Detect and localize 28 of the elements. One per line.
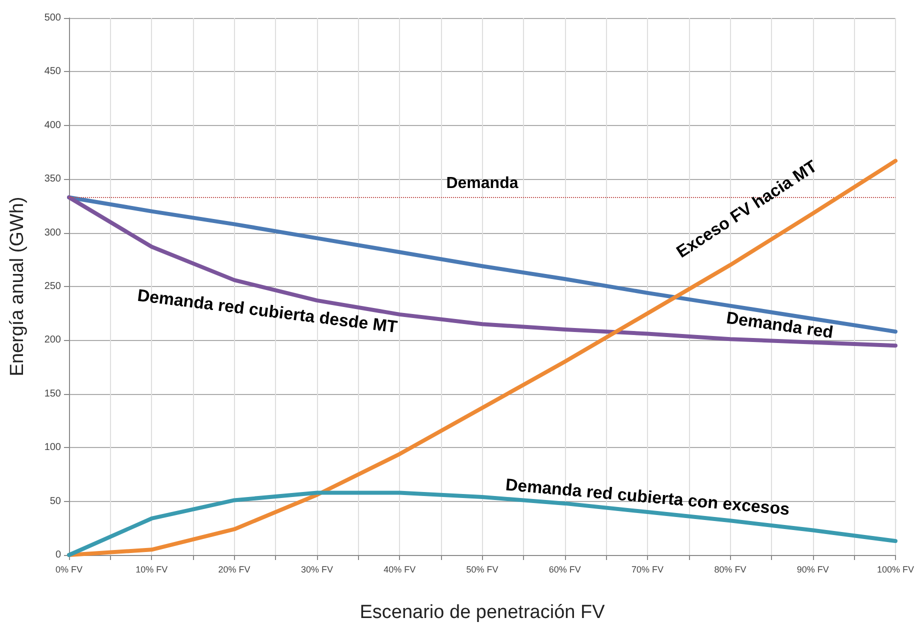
y-axis-title: Energía anual (GWh) — [7, 196, 28, 376]
y-tick-label: 250 — [44, 281, 62, 292]
y-tick-label: 450 — [44, 66, 62, 78]
y-tick-label: 350 — [44, 174, 62, 185]
ref-line-label: Demanda — [446, 174, 518, 192]
y-tick-label: 300 — [44, 227, 62, 238]
x-tick-label: 70% FV — [632, 564, 664, 574]
x-tick-label: 30% FV — [300, 564, 333, 574]
x-tick-label: 20% FV — [218, 564, 250, 574]
series-label: Demanda red cubierta con excesos — [504, 475, 790, 519]
x-tick-label: 50% FV — [466, 564, 498, 574]
y-tick-label: 150 — [44, 388, 62, 400]
x-axis-title: Escenario de penetración FV — [360, 602, 606, 623]
x-tick-label: 40% FV — [384, 564, 416, 574]
y-tick-label: 200 — [44, 334, 62, 346]
y-tick-label: 100 — [44, 442, 62, 454]
y-tick-label: 400 — [44, 120, 62, 131]
text: Demanda red — [725, 308, 834, 342]
x-tick-label: 90% FV — [796, 564, 829, 574]
y-tick-label: 500 — [44, 12, 62, 24]
x-tick-label: 60% FV — [548, 564, 581, 574]
y-tick-label: 50 — [50, 496, 62, 507]
x-tick-label: 10% FV — [136, 564, 168, 574]
x-tick-label: 100% FV — [876, 564, 914, 574]
text: Demanda red cubierta desde MT — [136, 286, 399, 337]
y-tick-label: 0 — [55, 550, 62, 560]
x-tick-label: 0% FV — [55, 564, 83, 574]
x-tick-label: 80% FV — [714, 564, 746, 574]
